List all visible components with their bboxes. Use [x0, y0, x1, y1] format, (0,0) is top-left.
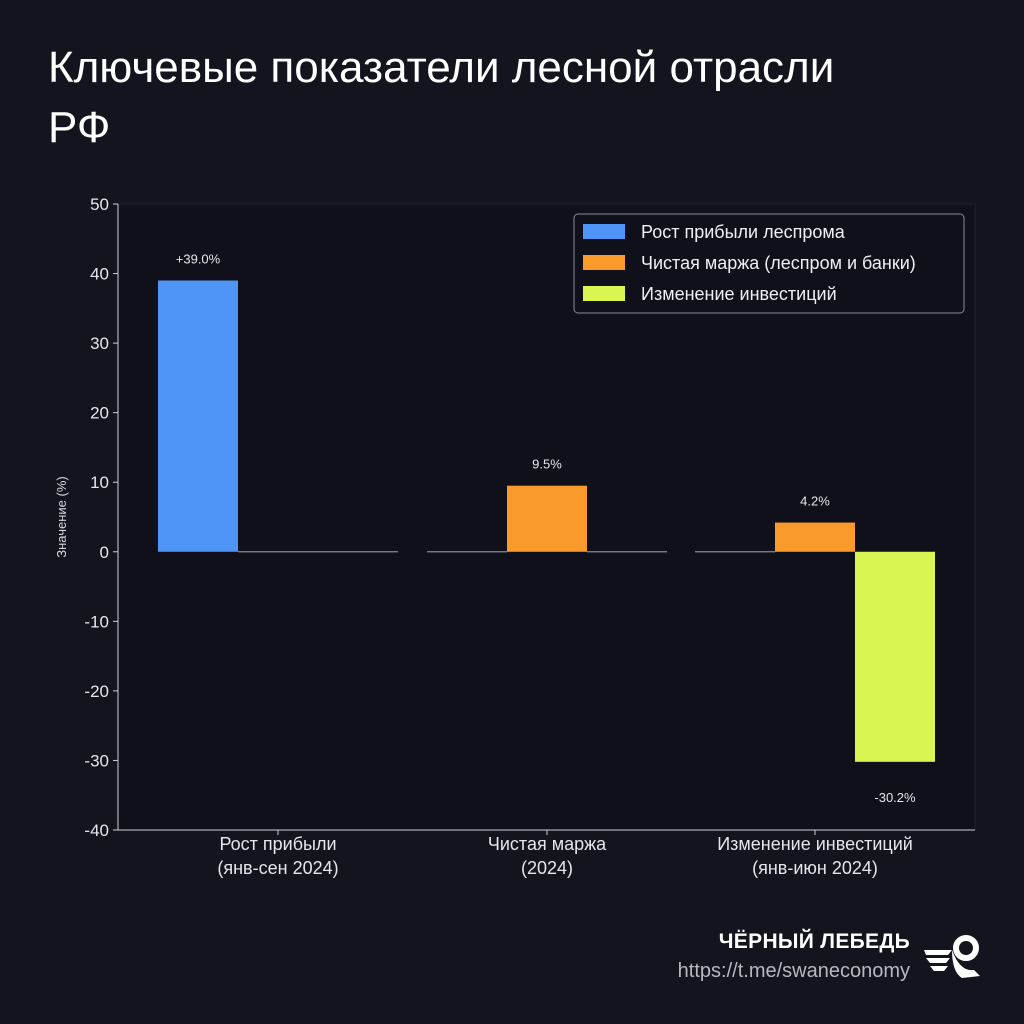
x-tick-label: (янв-сен 2024)	[217, 858, 338, 878]
data-label: -30.2%	[874, 790, 916, 805]
y-tick-label: 40	[90, 265, 109, 284]
x-tick-label: Рост прибыли	[219, 834, 336, 854]
legend-label: Рост прибыли леспрома	[641, 222, 846, 242]
bar	[855, 551, 935, 762]
x-tick-label: Изменение инвестиций	[717, 834, 913, 854]
page-title: Ключевые показатели лесной отрасли РФ	[48, 43, 835, 152]
y-tick-label: -20	[84, 682, 109, 701]
brand-name: ЧЁРНЫЙ ЛЕБЕДЬ	[718, 930, 910, 953]
legend-swatch	[583, 224, 625, 239]
brand-block: ЧЁРНЫЙ ЛЕБЕДЬ https://t.me/swaneconomy	[678, 930, 910, 983]
y-tick-label: 30	[90, 334, 109, 353]
legend-swatch	[583, 286, 625, 301]
data-label: 9.5%	[532, 457, 562, 472]
bar	[775, 522, 855, 552]
x-tick-label: Чистая маржа	[488, 834, 607, 854]
y-tick-label: 10	[90, 473, 109, 492]
data-label: 4.2%	[800, 494, 830, 509]
legend-label: Изменение инвестиций	[641, 284, 837, 304]
y-tick-label: 0	[100, 543, 109, 562]
x-tick-label: (2024)	[521, 858, 573, 878]
brand-url[interactable]: https://t.me/swaneconomy	[677, 960, 910, 982]
y-tick-label: 50	[90, 195, 109, 214]
y-tick-label: -40	[84, 821, 109, 840]
legend-swatch	[583, 255, 625, 270]
x-tick-label: (янв-июн 2024)	[752, 858, 878, 878]
bar	[158, 280, 238, 552]
swan-logo-icon	[924, 935, 980, 978]
y-tick-label: -30	[84, 751, 109, 770]
legend-label: Чистая маржа (леспром и банки)	[641, 253, 916, 273]
y-axis-label: Значение (%)	[54, 476, 69, 557]
bar	[507, 485, 587, 552]
data-label: +39.0%	[176, 252, 221, 267]
y-tick-label: -10	[84, 612, 109, 631]
y-tick-label: 20	[90, 404, 109, 423]
legend	[573, 213, 965, 314]
